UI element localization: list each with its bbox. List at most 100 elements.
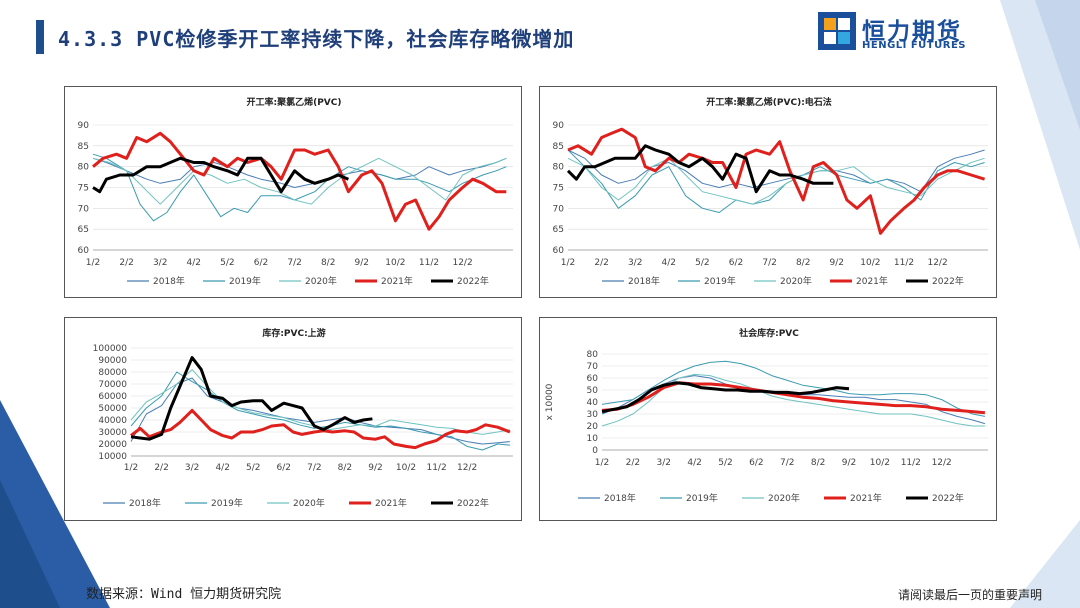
x-tick-label: 6/2 [277,463,291,473]
x-tick-label: 5/2 [718,458,732,468]
x-tick-label: 8/2 [796,258,810,268]
y-tick-label: 80000 [98,368,127,378]
legend-label: 2022年 [457,497,489,509]
x-tick-label: 7/2 [780,458,794,468]
x-tick-label: 7/2 [762,258,776,268]
legend-label: 2019年 [704,275,736,287]
x-tick-label: 5/2 [246,463,260,473]
x-tick-label: 6/2 [749,458,763,468]
y-tick-label: 60 [78,246,90,256]
x-tick-label: 1/2 [595,458,609,468]
legend-label: 2020年 [305,275,337,287]
chart-operating-rate-carbide: 开工率:聚氯乙烯(PVC):电石法 60 65 70 75 80 85 90 1/2 2/2 3/2… [553,96,988,287]
x-tick-label: 10/2 [396,463,416,473]
x-tick-label: 9/2 [368,463,382,473]
y-tick-label: 60000 [98,392,127,402]
y-tick-label: 50 [587,386,599,396]
series-line-4 [601,381,986,415]
y-tick-label: 60 [553,246,565,256]
y-tick-label: 90 [78,121,90,131]
x-tick-label: 6/2 [254,258,268,268]
legend-label: 2022年 [457,275,489,287]
y-tick-label: 90000 [98,356,127,366]
y-tick-label: 85 [78,142,89,152]
x-tick-label: 11/2 [901,458,921,468]
y-tick-label: 30000 [98,428,127,438]
legend-label: 2021年 [850,492,882,504]
series-line-4 [567,127,986,235]
chart-panel-4: 社会库存:PVC 0 10 20 30 40 50 60 70 80 1/2 2/2 3/2 4/2 5/2… [539,317,997,521]
y-tick-label: 65 [553,225,564,235]
page-title: 4.3.3 PVC检修季开工率持续下降，社会库存略微增加 [58,27,575,51]
series-line-2 [601,360,985,417]
legend-label: 2021年 [381,275,413,287]
y-tick-label: 40000 [98,416,127,426]
y-tick-label: 30 [587,410,599,420]
chart-panel-2: 开工率:聚氯乙烯(PVC):电石法 60 65 70 75 80 85 90 1/2 2/2 3/2… [539,86,997,298]
chart-social-inventory: 社会库存:PVC 0 10 20 30 40 50 60 70 80 1/2 2/2 3/2 4/2 5/2… [545,327,988,504]
chart-panel-3: 库存:PVC:上游 10000 20000 30000 40000 50000 60000 7… [64,317,522,521]
chart-title: 开工率:聚氯乙烯(PVC):电石法 [706,96,832,108]
y-tick-label: 50000 [98,404,127,414]
x-tick-label: 10/2 [860,258,880,268]
y-tick-label: 65 [78,225,89,235]
y-tick-label: 0 [592,446,598,456]
chart-upstream-inventory: 库存:PVC:上游 10000 20000 30000 40000 50000 60000 7… [93,327,513,509]
x-tick-label: 10/2 [870,458,890,468]
y-tick-label: 80 [587,350,599,360]
series-line-2 [130,371,510,451]
chart-title: 社会库存:PVC [738,327,799,339]
x-tick-label: 3/2 [185,463,199,473]
y-tick-label: 70 [553,204,565,214]
x-tick-label: 5/2 [695,258,709,268]
x-tick-label: 5/2 [220,258,234,268]
x-tick-label: 11/2 [894,258,914,268]
x-tick-label: 4/2 [662,258,676,268]
series-line-2 [567,149,985,213]
series-line-5 [92,156,349,194]
legend-label: 2019年 [229,275,261,287]
y-tick-label: 75 [553,184,564,194]
x-tick-label: 1/2 [86,258,100,268]
y-tick-label: 80 [553,163,565,173]
x-tick-label: 6/2 [729,258,743,268]
logo-mark-icon [818,12,856,50]
series-line-1 [130,377,510,445]
logo-name: 恒力期货 [862,19,962,45]
series-line-5 [601,381,850,414]
x-tick-label: 9/2 [830,258,844,268]
legend-label: 2018年 [153,275,185,287]
y-tick-label: 10 [587,434,599,444]
x-tick-label: 9/2 [842,458,856,468]
disclaimer-note: 请阅读最后一页的重要声明 [897,588,1042,602]
legend-label: 2020年 [293,497,325,509]
legend-label: 2020年 [780,275,812,287]
x-tick-label: 4/2 [687,458,701,468]
logo-english-name: HENGLI FUTURES [862,40,966,51]
x-tick-label: 1/2 [124,463,138,473]
y-tick-label: 10000 [98,452,127,462]
legend-label: 2018年 [129,497,161,509]
y-axis-label: x 10000 [545,383,555,420]
x-tick-label: 3/2 [657,458,671,468]
x-tick-label: 4/2 [215,463,229,473]
y-tick-label: 40 [587,398,599,408]
legend-label: 2021年 [375,497,407,509]
x-tick-label: 10/2 [385,258,405,268]
legend-label: 2019年 [211,497,243,509]
x-tick-label: 2/2 [626,458,640,468]
series-line-3 [92,157,507,205]
x-tick-label: 12/2 [932,458,952,468]
y-tick-label: 90 [553,121,565,131]
series-line-4 [130,408,511,450]
x-tick-label: 8/2 [811,458,825,468]
x-tick-label: 8/2 [338,463,352,473]
chart-panel-1: 开工率:聚氯乙烯(PVC) 60 65 70 75 80 85 90 1/2 2/2 3/2 4/2 5… [64,86,522,298]
x-tick-label: 12/2 [452,258,472,268]
x-tick-label: 8/2 [321,258,335,268]
x-tick-label: 4/2 [187,258,201,268]
legend-label: 2021年 [856,275,888,287]
x-tick-label: 1/2 [561,258,575,268]
company-logo: 恒力期货 HENGLI FUTURES [818,12,988,54]
legend-label: 2018年 [628,275,660,287]
